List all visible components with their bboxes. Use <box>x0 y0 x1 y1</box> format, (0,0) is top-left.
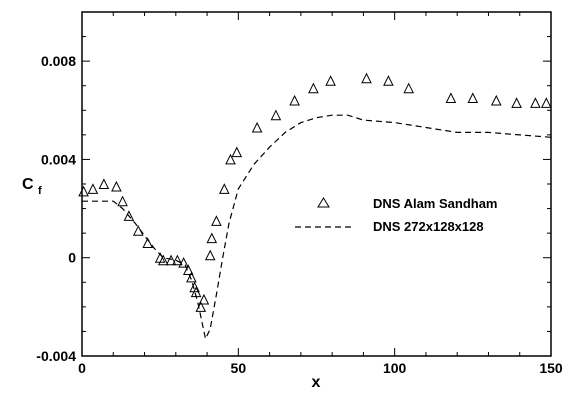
data-point-triangle <box>198 293 210 305</box>
data-point-triangle <box>98 178 110 189</box>
data-point-triangle <box>132 225 144 236</box>
y-axis-ticks: -0.004 0 0.004 0.008 <box>36 11 551 364</box>
data-point-triangle <box>178 256 189 268</box>
x-tick-label: 150 <box>539 360 563 376</box>
data-point-triangle <box>123 210 135 221</box>
data-point-triangle <box>325 75 336 86</box>
data-point-triangle <box>289 94 300 106</box>
data-point-triangle <box>225 153 236 165</box>
data-point-triangle <box>251 121 263 133</box>
x-tick-label: 50 <box>231 360 247 376</box>
y-tick-label: 0.004 <box>41 151 76 167</box>
y-axis-title-subscript: f <box>38 185 42 197</box>
data-point-triangle <box>211 215 222 226</box>
x-axis-ticks: 0 50 100 150 <box>78 12 563 376</box>
legend-label-series-2: DNS 272x128x128 <box>373 219 484 234</box>
y-axis-title-main: C <box>22 176 34 193</box>
legend-label-series-1: DNS Alam Sandham <box>373 196 498 211</box>
y-axis-title: C f <box>22 176 42 197</box>
data-point-triangle <box>87 183 99 194</box>
data-point-triangle <box>117 195 128 207</box>
data-point-triangle <box>157 254 169 266</box>
data-point-triangle <box>445 92 457 103</box>
y-tick-label: -0.004 <box>36 348 76 364</box>
data-point-triangle <box>204 249 216 261</box>
data-point-triangle <box>218 183 230 194</box>
data-point-triangle <box>111 180 122 192</box>
x-axis-title: x <box>312 374 321 389</box>
data-point-triangle <box>530 97 541 108</box>
plot-frame <box>81 11 552 357</box>
data-point-triangle <box>490 94 502 106</box>
data-point-triangle <box>206 232 218 244</box>
data-point-triangle <box>511 97 522 108</box>
data-point-triangle <box>403 82 415 94</box>
legend-marker-triangle <box>317 197 330 208</box>
legend: DNS Alam Sandham DNS 272x128x128 <box>295 196 498 234</box>
x-tick-label: 100 <box>383 360 407 376</box>
data-point-triangle <box>383 75 394 86</box>
data-point-triangle <box>186 271 197 283</box>
data-point-triangle <box>182 264 194 275</box>
data-point-triangle <box>308 82 319 94</box>
data-point-triangle <box>195 301 207 312</box>
data-point-triangle <box>165 254 177 266</box>
series-dns-alam-sandham-markers <box>78 72 552 312</box>
y-tick-label: 0.008 <box>41 53 76 69</box>
data-point-triangle <box>540 97 552 108</box>
data-point-triangle <box>190 286 202 298</box>
data-point-triangle <box>467 92 479 103</box>
data-point-triangle <box>361 72 372 84</box>
x-tick-label: 0 <box>78 360 86 376</box>
data-point-triangle <box>172 254 183 266</box>
data-point-triangle <box>142 237 154 248</box>
y-tick-label: 0 <box>68 250 76 266</box>
data-point-triangle <box>270 109 282 121</box>
data-point-triangle <box>78 185 89 197</box>
data-point-triangle <box>231 146 243 158</box>
